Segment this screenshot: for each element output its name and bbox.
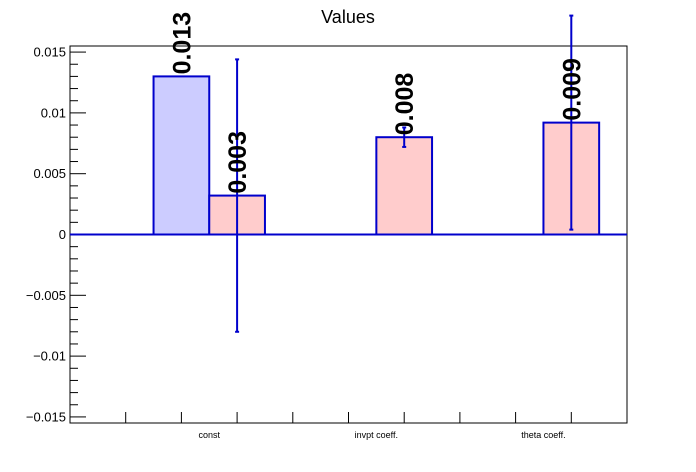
error-bars (235, 14, 574, 333)
x-axis: const invpt coeff. theta coeff. (125, 412, 572, 440)
y-tick-label: −0.005 (26, 288, 66, 303)
chart-title: Values (321, 7, 375, 27)
x-category-label: invpt coeff. (355, 430, 398, 440)
x-category-label: const (198, 430, 220, 440)
y-tick-label: −0.015 (26, 409, 66, 424)
bar-series (152, 75, 601, 236)
x-category-label: theta coeff. (521, 430, 565, 440)
y-tick-label: 0.005 (33, 166, 66, 181)
bar (152, 75, 211, 236)
y-tick-label: −0.01 (33, 349, 66, 364)
y-tick-label: 0.015 (33, 45, 66, 60)
bar-value-labels: 0.013 0.003 0.008 0.009 (168, 12, 586, 194)
y-tick-label: 0.01 (41, 105, 66, 120)
bar-value-label: 0.013 (168, 12, 196, 75)
y-tick-label: 0 (59, 227, 66, 242)
bar-value-label: 0.008 (391, 73, 419, 136)
bar-value-label: 0.009 (558, 58, 586, 121)
bar (375, 136, 434, 236)
y-axis: 0.015 0.01 0.005 0 −0.005 −0.01 −0.015 (26, 45, 86, 424)
bar-value-label: 0.003 (224, 131, 252, 194)
